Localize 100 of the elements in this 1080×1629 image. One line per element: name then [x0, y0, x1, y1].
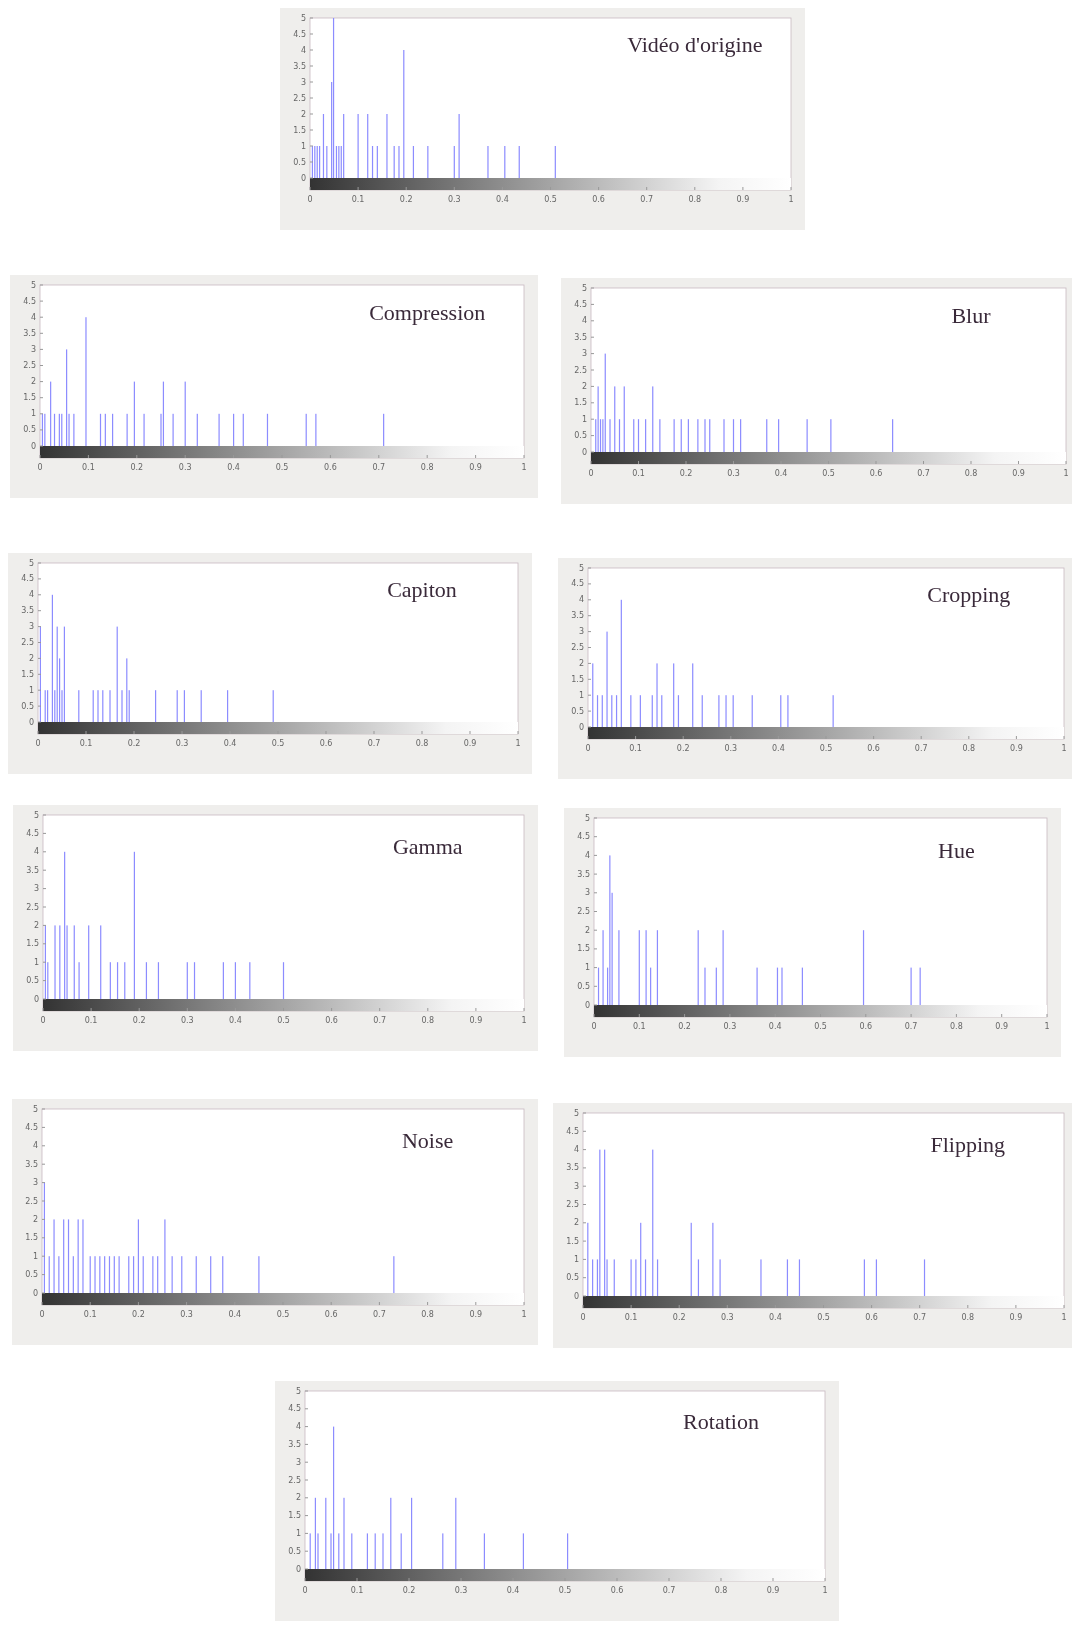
x-tick-label: 0.7: [904, 1022, 918, 1031]
x-tick-label: 0.7: [373, 1016, 387, 1025]
y-tick-label: 2.5: [288, 1475, 301, 1485]
x-tick-label: 0.9: [469, 1016, 483, 1025]
y-tick-label: 3.5: [293, 61, 306, 71]
y-tick-label: 0.5: [566, 1273, 579, 1283]
x-tick-label: 0.5: [277, 1016, 290, 1025]
x-tick-label: 0.8: [421, 1016, 435, 1025]
x-tick-label: 0.4: [769, 1313, 782, 1322]
y-tick-label: 4: [584, 850, 590, 860]
y-tick-label: 3.5: [23, 328, 36, 338]
y-tick-label: 4.5: [288, 1404, 301, 1414]
x-tick-label: 0.9: [736, 195, 750, 204]
y-tick-label: 2.5: [23, 361, 36, 371]
x-tick-label: 0.5: [817, 1313, 830, 1322]
y-tick-label: 3: [30, 344, 36, 354]
y-tick-label: 3: [300, 77, 306, 87]
y-tick-label: 0.5: [26, 976, 39, 986]
x-tick-label: 0.4: [227, 463, 240, 472]
x-tick-label: 0.1: [632, 469, 645, 478]
x-tick-label: 0.5: [271, 739, 285, 748]
x-tick-label: 0.5: [544, 195, 557, 204]
y-tick-label: 1: [581, 414, 587, 424]
x-tick-label: 0.4: [768, 1022, 782, 1031]
y-tick-label: 5: [33, 810, 39, 820]
y-tick-label: 2.5: [571, 643, 584, 653]
y-tick-label: 2: [295, 1493, 301, 1503]
x-tick-label: 0.2: [399, 195, 413, 204]
x-tick-label: 0.6: [592, 195, 605, 204]
y-tick-label: 1.5: [571, 674, 584, 684]
x-tick-label: 0.5: [819, 744, 833, 753]
y-tick-label: 4: [300, 45, 306, 55]
y-tick-label: 5: [30, 280, 36, 290]
x-tick-label: 0.5: [276, 1310, 290, 1319]
y-tick-label: 1.5: [21, 669, 34, 679]
y-tick-label: 1: [295, 1528, 301, 1538]
y-tick-label: 2.5: [566, 1200, 579, 1210]
x-tick-label: 0.8: [714, 1586, 728, 1595]
x-tick-label: 0.8: [415, 739, 429, 748]
x-tick-label: 0.4: [772, 744, 785, 753]
x-tick-label: 0.2: [402, 1586, 416, 1595]
y-tick-label: 4.5: [23, 296, 36, 306]
y-tick-label: 0: [578, 722, 584, 732]
y-tick-label: 3.5: [566, 1163, 579, 1173]
y-tick-label: 2: [32, 1214, 38, 1224]
x-tick-label: 0.1: [82, 463, 95, 472]
y-tick-label: 0.5: [21, 701, 34, 711]
x-tick-label: 0.4: [774, 469, 788, 478]
y-tick-label: 2: [581, 381, 587, 391]
y-tick-label: 2.5: [293, 93, 306, 103]
x-tick-label: 0.3: [180, 1310, 193, 1319]
x-tick-label: 0: [307, 195, 313, 204]
y-tick-label: 0.5: [571, 706, 584, 716]
y-tick-label: 2.5: [21, 638, 34, 648]
x-tick-label: 0.9: [463, 739, 477, 748]
x-tick-label: 1: [822, 1586, 828, 1595]
x-tick-label: 0.4: [229, 1016, 242, 1025]
y-tick-label: 0.5: [577, 981, 590, 991]
y-tick-label: 3: [32, 1178, 38, 1188]
y-tick-label: 4: [295, 1422, 301, 1432]
y-tick-label: 2: [578, 658, 584, 668]
text: Hue: [938, 837, 975, 863]
y-tick-label: 5: [581, 283, 587, 293]
y-tick-label: 3: [584, 888, 590, 898]
y-tick-label: 3.5: [25, 1159, 38, 1169]
y-tick-label: 5: [28, 558, 34, 568]
y-tick-label: 3: [581, 349, 587, 359]
y-tick-label: 1: [28, 685, 34, 695]
y-tick-label: 0.5: [25, 1270, 38, 1280]
x-tick-label: 0.3: [175, 739, 189, 748]
x-tick-label: 1: [1061, 744, 1067, 753]
x-tick-label: 0.2: [130, 463, 144, 472]
x-tick-label: 1: [1063, 469, 1069, 478]
x-tick-label: 0.4: [496, 195, 509, 204]
x-tick-label: 1: [515, 739, 521, 748]
y-tick-label: 5: [584, 813, 590, 823]
text: Flipping: [930, 1132, 1006, 1157]
y-tick-label: 0: [584, 1000, 590, 1010]
y-tick-label: 1.5: [23, 393, 36, 403]
x-tick-label: 0.1: [83, 1310, 97, 1319]
y-tick-label: 2.5: [25, 1196, 38, 1206]
y-tick-label: 2: [584, 925, 590, 935]
y-tick-label: 5: [300, 13, 306, 23]
x-tick-label: 0.7: [913, 1313, 927, 1322]
y-tick-label: 0: [295, 1564, 301, 1574]
y-tick-label: 3.5: [288, 1439, 301, 1449]
y-tick-label: 4: [581, 316, 587, 326]
y-tick-label: 0: [573, 1291, 579, 1301]
x-tick-label: 0.2: [672, 1313, 686, 1322]
x-tick-label: 0.9: [1012, 469, 1025, 478]
x-tick-label: 0.7: [662, 1586, 676, 1595]
x-tick-label: 0.2: [676, 744, 690, 753]
text: Blur: [951, 303, 992, 329]
x-tick-label: 0.6: [319, 739, 333, 748]
y-tick-label: 1.5: [293, 125, 306, 135]
x-tick-label: 0.6: [869, 469, 883, 478]
y-tick-label: 1: [33, 957, 39, 967]
y-tick-label: 3.5: [574, 332, 587, 342]
x-tick-label: 0.8: [688, 195, 702, 204]
y-tick-label: 1.5: [26, 939, 39, 949]
